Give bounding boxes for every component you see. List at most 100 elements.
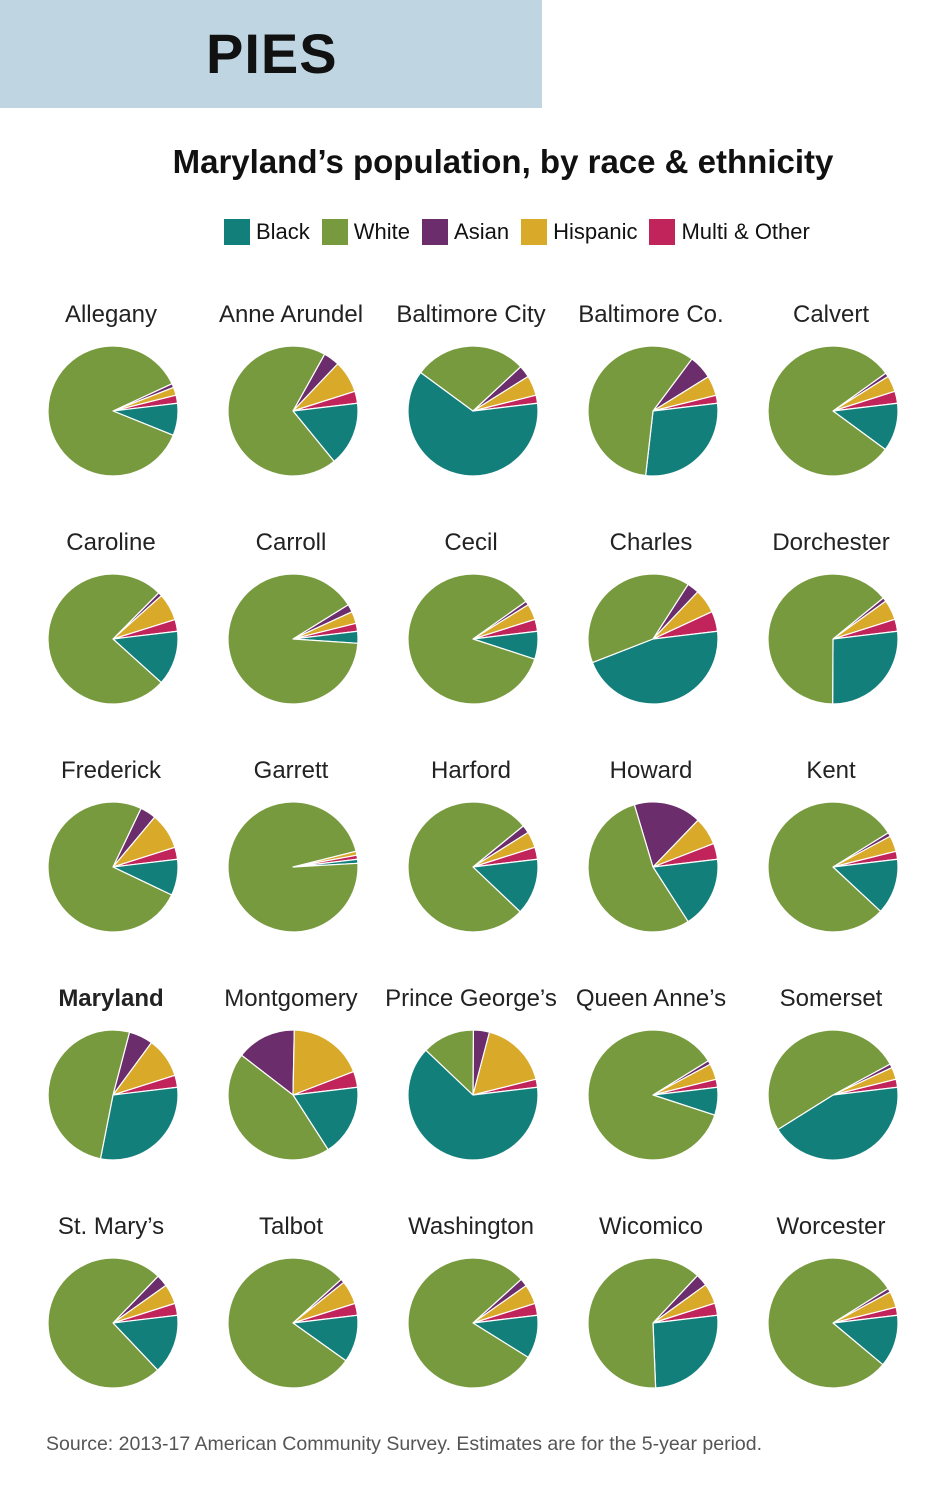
pie-label: Queen Anne’s: [575, 985, 727, 1012]
pie-howard: Howard: [556, 756, 746, 936]
pie-chart: [587, 1029, 719, 1161]
pie-label: Howard: [609, 757, 693, 784]
pie-slice-asian: [633, 801, 699, 868]
pie-harford: Harford: [376, 756, 566, 936]
pie-maryland: Maryland: [16, 984, 206, 1164]
pie-charles: Charles: [556, 528, 746, 708]
pie-slice-black: [832, 630, 899, 705]
pie-label: Caroline: [66, 529, 156, 556]
legend-item-multi-other: Multi & Other: [649, 219, 810, 245]
pie-slice-black: [407, 371, 539, 477]
source-note: Source: 2013-17 American Community Surve…: [46, 1433, 763, 1455]
pie-calvert: Calvert: [736, 300, 926, 480]
pie-chart: [767, 345, 899, 477]
pie-slice-white: [587, 804, 689, 933]
pie-label: Garrett: [253, 757, 329, 784]
pie-slice-white: [407, 801, 524, 933]
legend-label: Multi & Other: [681, 219, 810, 244]
pie-slice-white: [425, 1029, 474, 1096]
pie-somerset: Somerset: [736, 984, 926, 1164]
pie-dorchester: Dorchester: [736, 528, 926, 708]
pie-baltimore-city: Baltimore City: [376, 300, 566, 480]
pie-label: St. Mary’s: [57, 1213, 165, 1240]
pie-st-mary-s: St. Mary’s: [16, 1212, 206, 1392]
pie-slice-white: [407, 1257, 529, 1389]
pie-label: Montgomery: [224, 985, 358, 1012]
pie-queen-anne-s: Queen Anne’s: [556, 984, 746, 1164]
pie-slice-white: [47, 573, 162, 705]
pie-talbot: Talbot: [196, 1212, 386, 1392]
pie-slice-black: [652, 858, 719, 923]
legend-swatch: [521, 219, 548, 245]
pie-label: Calvert: [792, 301, 870, 328]
pie-label: Somerset: [779, 985, 883, 1012]
pie-slice-black: [99, 1086, 179, 1161]
chart-title: Maryland’s population, by race & ethnici…: [172, 143, 834, 180]
legend-swatch: [422, 219, 449, 245]
legend-item-asian: Asian: [422, 219, 509, 245]
pie-slice-black: [112, 630, 179, 684]
legend-label: Black: [256, 219, 310, 244]
pie-chart: [587, 1257, 719, 1389]
pie-slice-black: [591, 630, 719, 705]
pie-slice-white: [587, 573, 689, 664]
legend: Black White Asian Hispanic Multi & Other: [224, 217, 822, 247]
pie-label: Talbot: [258, 1213, 324, 1240]
pie-allegany: Allegany: [16, 300, 206, 480]
pie-slice-hispanic: [472, 1031, 537, 1096]
pie-chart: [47, 1029, 179, 1161]
pie-washington: Washington: [376, 1212, 566, 1392]
pie-slice-white: [227, 1054, 329, 1161]
pie-anne-arundel: Anne Arundel: [196, 300, 386, 480]
pie-frederick: Frederick: [16, 756, 206, 936]
pie-chart: [407, 801, 539, 933]
pie-kent: Kent: [736, 756, 926, 936]
pie-slice-white: [587, 345, 693, 477]
legend-label: Asian: [454, 219, 510, 244]
pie-chart: [407, 573, 539, 705]
pie-prince-george-s: Prince George’s: [376, 984, 566, 1164]
pie-label: Anne Arundel: [218, 301, 364, 328]
pie-chart: [587, 801, 719, 933]
pie-slice-black: [832, 858, 899, 912]
pie-chart: [407, 345, 539, 477]
pie-chart: [767, 1029, 899, 1161]
pie-slice-black: [472, 858, 539, 913]
pie-label: Baltimore Co.: [578, 301, 724, 328]
pie-carroll: Carroll: [196, 528, 386, 708]
pie-slice-black: [777, 1086, 899, 1161]
pie-slice-white: [587, 1029, 716, 1161]
pie-worcester: Worcester: [736, 1212, 926, 1392]
pie-chart: [47, 801, 179, 933]
pie-slice-white: [227, 1257, 347, 1389]
pie-slice-white: [227, 801, 359, 933]
pie-montgomery: Montgomery: [196, 984, 386, 1164]
legend-item-black: Black: [224, 219, 310, 245]
legend-label: White: [353, 219, 411, 244]
pie-slice-white: [420, 345, 522, 412]
legend-swatch: [649, 219, 676, 245]
pie-slice-white: [47, 345, 174, 477]
pie-slice-hispanic: [292, 1029, 355, 1096]
pie-chart: [767, 573, 899, 705]
pie-label: Worcester: [776, 1213, 886, 1240]
pie-slice-white: [767, 573, 884, 705]
pie-slice-white: [227, 573, 359, 705]
pie-label: Wicomico: [598, 1213, 703, 1240]
pie-chart: [227, 1257, 359, 1389]
pie-label: Washington: [408, 1213, 534, 1240]
pie-slice-white: [47, 1029, 131, 1160]
pie-label: Cecil: [444, 529, 498, 556]
pie-slice-white: [767, 345, 887, 477]
pie-chart: [227, 573, 359, 705]
pie-slice-black: [292, 1086, 359, 1151]
pie-label: Allegany: [64, 301, 158, 328]
pie-label: Maryland: [58, 985, 164, 1012]
pie-slice-black: [645, 402, 719, 477]
pie-slice-black: [652, 1314, 719, 1389]
pie-caroline: Caroline: [16, 528, 206, 708]
pie-label: Carroll: [255, 529, 327, 556]
pie-slice-white: [407, 573, 536, 705]
pie-slice-black: [292, 402, 359, 462]
pie-slice-white: [47, 1257, 159, 1389]
